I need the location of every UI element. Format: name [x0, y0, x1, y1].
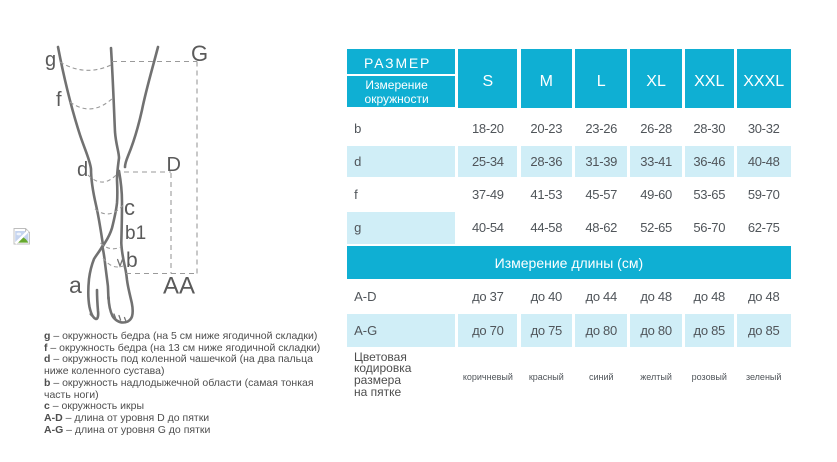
- svg-text:b1: b1: [125, 223, 146, 244]
- svg-text:b: b: [126, 249, 138, 272]
- svg-text:AA: AA: [163, 273, 195, 300]
- svg-text:D: D: [167, 154, 181, 176]
- svg-text:G: G: [191, 41, 208, 66]
- svg-text:g: g: [45, 49, 56, 71]
- svg-text:d: d: [77, 159, 88, 181]
- svg-text:c: c: [124, 195, 135, 220]
- svg-text:a: a: [69, 272, 82, 298]
- svg-text:f: f: [56, 89, 62, 111]
